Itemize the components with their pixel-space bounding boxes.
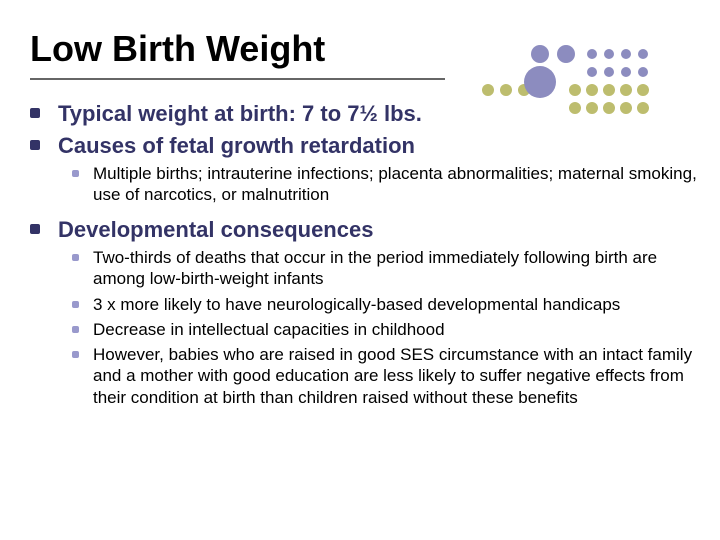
bullet-icon [72, 301, 79, 308]
list-subitem: 3 x more likely to have neurologically-b… [72, 294, 700, 315]
bullet-icon [30, 224, 40, 234]
list-text: Decrease in intellectual capacities in c… [93, 319, 445, 340]
title-underline [30, 78, 445, 80]
list-text: Causes of fetal growth retardation [58, 132, 415, 160]
list-text: However, babies who are raised in good S… [93, 344, 700, 408]
dot-icon [587, 67, 597, 77]
list-text: 3 x more likely to have neurologically-b… [93, 294, 620, 315]
list-item: Typical weight at birth: 7 to 7½ lbs. [30, 100, 700, 128]
dot-icon [531, 45, 549, 63]
list-text: Developmental consequences [58, 216, 373, 244]
dot-icon [637, 84, 649, 96]
dot-icon [620, 84, 632, 96]
dot-icon [603, 84, 615, 96]
dot-icon [586, 84, 598, 96]
list-subitem: Two-thirds of deaths that occur in the p… [72, 247, 700, 290]
list-subitem: Decrease in intellectual capacities in c… [72, 319, 700, 340]
dot-icon [524, 66, 556, 98]
dot-icon [621, 49, 631, 59]
bullet-icon [72, 254, 79, 261]
dot-icon [500, 84, 512, 96]
dot-icon [482, 84, 494, 96]
dot-icon [604, 49, 614, 59]
dot-icon [621, 67, 631, 77]
bullet-icon [30, 140, 40, 150]
dot-icon [569, 84, 581, 96]
dot-icon [587, 49, 597, 59]
bullet-icon [72, 351, 79, 358]
list-text: Typical weight at birth: 7 to 7½ lbs. [58, 100, 422, 128]
bullet-icon [30, 108, 40, 118]
list-subitem: However, babies who are raised in good S… [72, 344, 700, 408]
dot-icon [638, 67, 648, 77]
slide-title: Low Birth Weight [30, 28, 325, 70]
dot-icon [557, 45, 575, 63]
bullet-icon [72, 170, 79, 177]
list-item: Developmental consequences [30, 216, 700, 244]
list-text: Multiple births; intrauterine infections… [93, 163, 700, 206]
list-text: Two-thirds of deaths that occur in the p… [93, 247, 700, 290]
slide-content: Typical weight at birth: 7 to 7½ lbs. Ca… [30, 100, 700, 412]
bullet-icon [72, 326, 79, 333]
list-item: Causes of fetal growth retardation [30, 132, 700, 160]
dot-icon [604, 67, 614, 77]
list-subitem: Multiple births; intrauterine infections… [72, 163, 700, 206]
dot-icon [638, 49, 648, 59]
